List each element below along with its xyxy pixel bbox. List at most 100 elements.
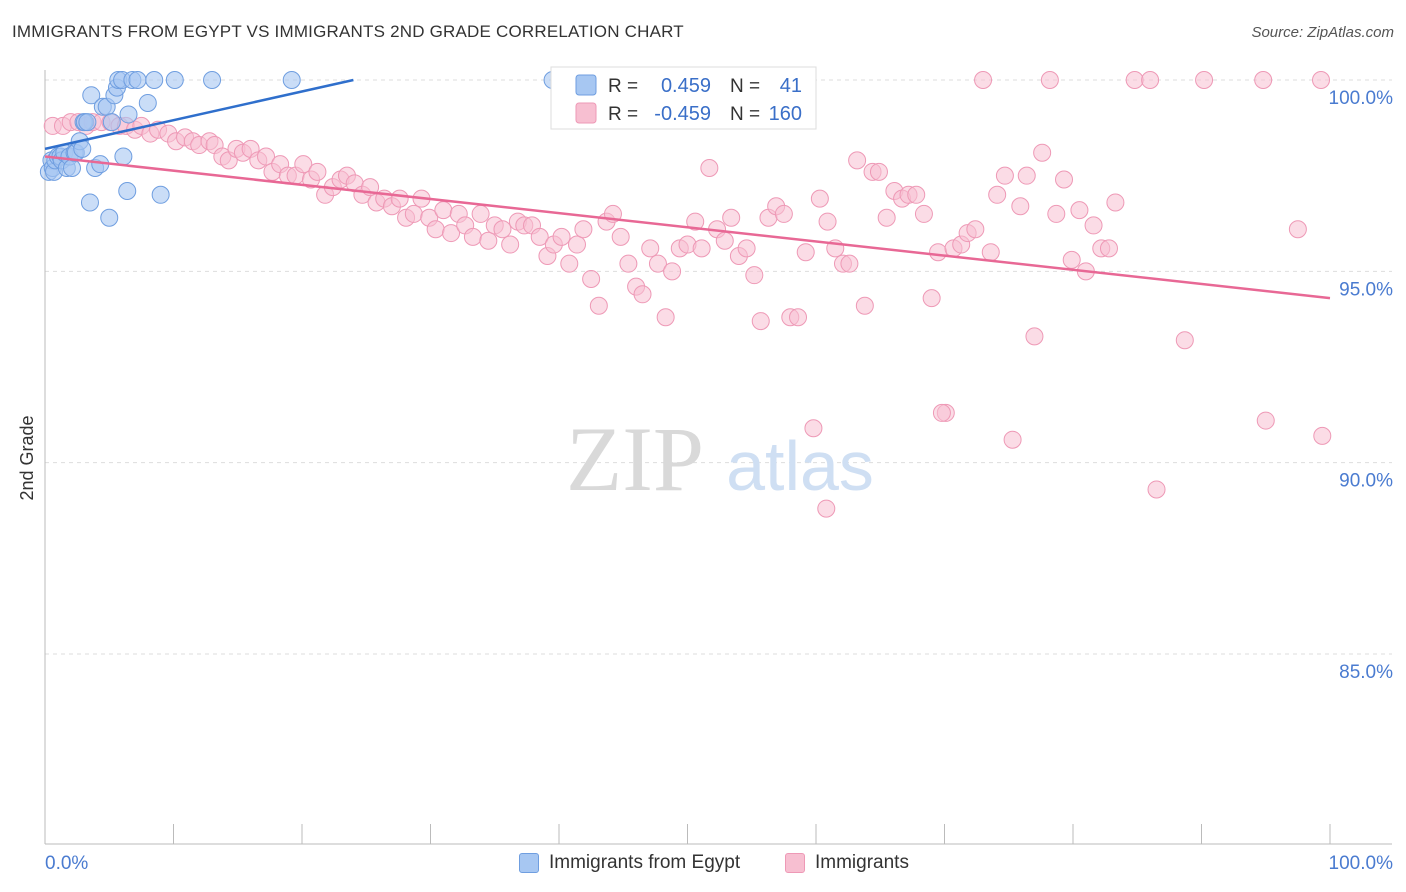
immigrants-point xyxy=(1288,220,1307,239)
egypt-point xyxy=(114,147,133,166)
immigrants-point xyxy=(722,208,741,227)
immigrants-point xyxy=(974,71,993,89)
immigrants-point xyxy=(932,403,951,422)
immigrants-point xyxy=(774,204,793,223)
immigrants-point xyxy=(663,262,682,281)
source-label: Source: ZipAtlas.com xyxy=(1251,24,1394,41)
immigrants-point xyxy=(966,220,985,239)
immigrants-point xyxy=(929,243,948,262)
legend-swatch-blue xyxy=(575,74,597,96)
egypt-point xyxy=(80,193,99,212)
immigrants-point xyxy=(308,162,327,181)
immigrants-point xyxy=(1070,201,1089,220)
immigrants-point xyxy=(907,185,926,204)
y-tick-labels: 100.0% 95.0% 90.0% 85.0% xyxy=(1329,88,1394,683)
egypt-point xyxy=(78,113,97,132)
immigrants-point xyxy=(700,159,719,178)
legend-label-immigrants: Immigrants xyxy=(815,852,909,873)
immigrants-point xyxy=(257,147,276,166)
egypt-point xyxy=(138,93,157,112)
immigrants-point xyxy=(715,231,734,250)
immigrants-point xyxy=(848,151,867,170)
immigrants-point xyxy=(404,204,423,223)
immigrants-point xyxy=(1025,327,1044,346)
egypt-point xyxy=(128,71,147,89)
egypt-point xyxy=(145,71,164,89)
immigrants-point xyxy=(648,254,667,273)
immigrants-point xyxy=(434,201,453,220)
immigrants-point xyxy=(1312,71,1331,89)
immigrants-point xyxy=(656,308,675,327)
egypt-point xyxy=(118,181,137,200)
immigrants-point xyxy=(1195,71,1214,89)
immigrants-point xyxy=(463,227,482,246)
immigrants-point xyxy=(426,220,445,239)
immigrants-point xyxy=(988,185,1007,204)
immigrants-point xyxy=(1017,166,1036,185)
immigrants-point xyxy=(1254,71,1273,89)
egypt-point xyxy=(62,159,81,178)
immigrants-point xyxy=(1313,426,1332,445)
immigrants-point xyxy=(1040,71,1059,89)
immigrants-point xyxy=(796,243,815,262)
immigrants-point xyxy=(745,266,764,285)
immigrants-point xyxy=(877,208,896,227)
immigrants-point xyxy=(1084,216,1103,235)
legend-swatch-pink xyxy=(575,102,597,124)
legend-item-egypt[interactable]: Immigrants from Egypt xyxy=(519,852,740,874)
legend-swatch-egypt xyxy=(519,853,539,873)
immigrants-point xyxy=(1099,239,1118,258)
immigrants-point xyxy=(810,189,829,208)
immigrants-point xyxy=(804,419,823,438)
immigrants-point xyxy=(611,227,630,246)
immigrants-point xyxy=(922,289,941,308)
egypt-point xyxy=(282,71,301,89)
immigrants-point xyxy=(1062,250,1081,269)
immigrants-point xyxy=(981,243,1000,262)
immigrants-point xyxy=(589,296,608,315)
immigrants-point xyxy=(1003,430,1022,449)
watermark-zip: ZIP xyxy=(566,408,704,510)
immigrants-point xyxy=(567,235,586,254)
immigrants-point xyxy=(493,220,512,239)
immigrants-trend-line xyxy=(44,155,1331,300)
y-tick-label: 100.0% xyxy=(1329,88,1394,109)
axis-layer xyxy=(44,70,1392,845)
immigrants-point xyxy=(1047,204,1066,223)
chart-title: IMMIGRANTS FROM EGYPT VS IMMIGRANTS 2ND … xyxy=(12,22,684,41)
grid-layer xyxy=(45,79,1392,655)
legend-r-value-2: -0.459 xyxy=(654,103,711,125)
egypt-point xyxy=(165,71,184,89)
immigrants-point xyxy=(817,499,836,518)
immigrants-point xyxy=(789,308,808,327)
egypt-point xyxy=(82,86,101,105)
x-tick-label: 0.0% xyxy=(45,853,88,874)
series-legend: Immigrants from Egypt Immigrants xyxy=(0,850,1406,880)
immigrants-point xyxy=(1147,480,1166,499)
legend-r-value-1: 0.459 xyxy=(661,75,711,97)
immigrants-point xyxy=(530,227,549,246)
immigrants-point xyxy=(1055,170,1074,189)
y-tick-label: 90.0% xyxy=(1339,471,1393,492)
immigrants-points xyxy=(43,71,1332,518)
immigrants-point xyxy=(619,254,638,273)
immigrants-point xyxy=(479,231,498,250)
immigrants-point xyxy=(641,239,660,258)
immigrants-point xyxy=(1106,193,1125,212)
y-axis-label: 2nd Grade xyxy=(17,415,37,500)
immigrants-point xyxy=(869,162,888,181)
egypt-points xyxy=(39,71,562,227)
immigrants-point xyxy=(1141,71,1160,89)
immigrants-point xyxy=(633,285,652,304)
legend-n-value-1: 41 xyxy=(780,75,802,97)
legend-n-label-1: N = xyxy=(730,76,760,97)
immigrants-point xyxy=(751,312,770,331)
immigrants-point xyxy=(501,235,520,254)
immigrants-point xyxy=(560,254,579,273)
y-tick-label: 85.0% xyxy=(1339,662,1393,683)
egypt-point xyxy=(119,105,138,124)
legend-item-immigrants[interactable]: Immigrants xyxy=(785,852,909,874)
immigrants-point xyxy=(1125,71,1144,89)
legend-r-label-1: R = xyxy=(608,76,638,97)
